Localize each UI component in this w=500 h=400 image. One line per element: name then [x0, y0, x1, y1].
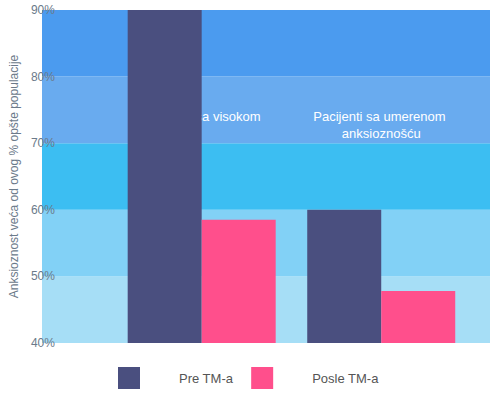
svg-text:90%: 90% — [31, 3, 55, 17]
svg-text:Pre TM-a: Pre TM-a — [179, 371, 234, 386]
svg-text:70%: 70% — [31, 136, 55, 150]
svg-text:40%: 40% — [31, 336, 55, 350]
svg-text:Posle TM-a: Posle TM-a — [312, 371, 379, 386]
svg-text:Anksioznost veća od ovog % opš: Anksioznost veća od ovog % opšte populac… — [7, 54, 21, 298]
svg-text:50%: 50% — [31, 269, 55, 283]
svg-text:60%: 60% — [31, 203, 55, 217]
svg-text:Pacijenti sa umerenom: Pacijenti sa umerenom — [313, 109, 449, 124]
svg-text:80%: 80% — [31, 70, 55, 84]
svg-text:anksioznošću: anksioznošću — [342, 126, 421, 141]
